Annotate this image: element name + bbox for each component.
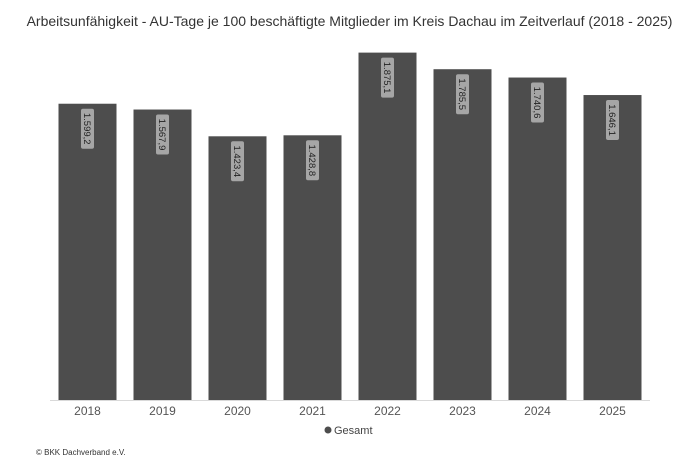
data-label-2020: 1.423,4 xyxy=(231,141,244,182)
data-label-text: 1.785,5 xyxy=(456,78,467,110)
x-tick-2018: 2018 xyxy=(74,404,101,418)
data-labels: 1.599,2 1.567,9 1.423,4 1.428,8 1.875,1 1.785… xyxy=(81,57,619,182)
bar-2019[interactable] xyxy=(133,109,192,401)
data-label-2018: 1.599,2 xyxy=(81,108,94,149)
bar-2023[interactable] xyxy=(433,69,492,400)
source-credit: © BKK Dachverband e.V. xyxy=(36,448,126,457)
data-label-background xyxy=(81,108,94,149)
data-label-background xyxy=(606,100,619,141)
data-label-background xyxy=(156,114,169,155)
x-tick-2021: 2021 xyxy=(299,404,326,418)
data-label-2022: 1.875,1 xyxy=(381,57,394,98)
x-tick-2024: 2024 xyxy=(524,404,551,418)
data-label-text: 1.599,2 xyxy=(81,113,92,145)
x-tick-2023: 2023 xyxy=(449,404,476,418)
bar-2022[interactable] xyxy=(358,52,417,401)
bar-2025[interactable] xyxy=(583,95,642,400)
x-tick-2022: 2022 xyxy=(374,404,401,418)
data-label-2019: 1.567,9 xyxy=(156,114,169,155)
x-tick-2020: 2020 xyxy=(224,404,251,418)
data-label-text: 1.567,9 xyxy=(156,119,167,151)
x-tick-2019: 2019 xyxy=(149,404,176,418)
data-label-background xyxy=(531,82,544,123)
data-label-text: 1.423,4 xyxy=(231,145,242,177)
x-tick-2025: 2025 xyxy=(599,404,626,418)
legend[interactable]: Gesamt xyxy=(324,425,373,437)
data-label-text: 1.740,6 xyxy=(531,87,542,119)
data-label-2023: 1.785,5 xyxy=(456,74,469,115)
bar-2024[interactable] xyxy=(508,77,567,400)
chart-title: Arbeitsunfähigkeit - AU-Tage je 100 besc… xyxy=(27,13,673,29)
x-axis-ticks: 2018 2019 2020 2021 2022 2023 2024 2025 xyxy=(74,404,626,418)
data-label-2021: 1.428,8 xyxy=(306,140,319,181)
bars xyxy=(58,52,642,401)
data-label-text: 1.428,8 xyxy=(306,144,317,176)
data-label-background xyxy=(306,140,319,181)
bar-2018[interactable] xyxy=(58,103,117,400)
data-label-text: 1.875,1 xyxy=(381,62,392,94)
data-label-background xyxy=(231,141,244,182)
data-label-2024: 1.740,6 xyxy=(531,82,544,123)
data-label-background xyxy=(381,57,394,98)
legend-marker xyxy=(324,426,332,434)
data-label-2025: 1.646,1 xyxy=(606,100,619,141)
data-label-text: 1.646,1 xyxy=(606,104,617,136)
data-label-background xyxy=(456,74,469,115)
legend-label: Gesamt xyxy=(334,425,373,437)
